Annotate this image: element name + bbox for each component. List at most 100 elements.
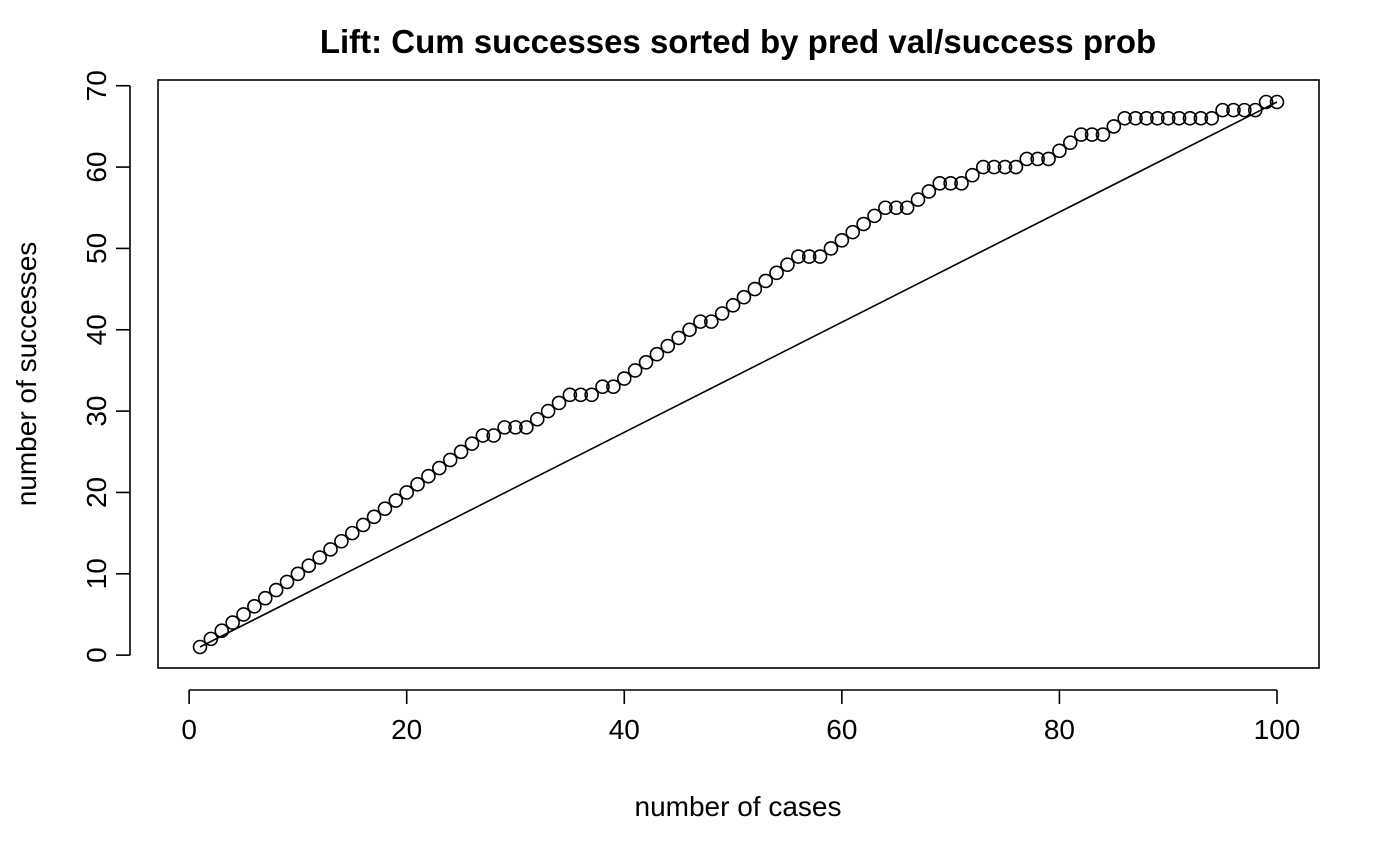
data-point — [1063, 135, 1078, 150]
data-point — [366, 509, 382, 525]
data-point — [410, 477, 425, 492]
plot-frame — [157, 79, 1320, 669]
data-point — [932, 176, 948, 191]
data-point — [225, 615, 240, 630]
data-point — [1008, 159, 1024, 175]
data-point — [399, 485, 414, 500]
data-point — [1258, 94, 1274, 110]
data-point — [584, 387, 599, 403]
data-point — [540, 403, 556, 419]
data-point — [595, 379, 610, 395]
y-tick-label: 60 — [81, 151, 112, 182]
data-point — [1226, 102, 1241, 118]
data-point — [660, 338, 676, 354]
data-point — [1041, 151, 1056, 167]
data-point — [899, 200, 915, 216]
data-point — [508, 420, 523, 435]
data-point — [1269, 94, 1285, 110]
data-point — [301, 558, 317, 573]
x-tick-label: 60 — [826, 714, 857, 745]
data-point — [1052, 143, 1067, 159]
data-point — [965, 167, 980, 183]
data-point — [464, 436, 480, 451]
y-axis-label: number of successes — [11, 242, 42, 507]
data-point — [616, 371, 632, 386]
x-tick-label: 0 — [181, 714, 197, 745]
data-point — [377, 501, 393, 517]
baseline-reference-line — [199, 101, 1278, 648]
data-point — [714, 306, 730, 321]
data-point — [519, 420, 534, 435]
data-point — [1160, 110, 1176, 126]
x-axis: 0 20 40 60 80 100 — [181, 689, 1301, 745]
data-point — [1193, 110, 1209, 126]
data-point — [1215, 102, 1230, 118]
data-point — [442, 452, 458, 468]
data-point — [627, 363, 643, 378]
data-point — [388, 493, 404, 508]
data-point — [1084, 127, 1100, 142]
data-point — [1128, 110, 1143, 126]
y-tick-label: 0 — [81, 647, 112, 663]
y-tick-label: 70 — [81, 70, 112, 101]
data-point — [954, 176, 969, 191]
data-point — [801, 249, 817, 264]
data-point — [812, 249, 828, 264]
data-point — [1030, 151, 1045, 167]
data-point — [943, 176, 958, 191]
data-point — [562, 387, 578, 403]
data-point — [192, 639, 208, 655]
data-point — [997, 159, 1013, 175]
data-points — [192, 94, 1285, 655]
data-point — [975, 159, 991, 175]
data-point — [453, 444, 469, 460]
x-tick-label: 100 — [1254, 714, 1301, 745]
data-point — [432, 460, 447, 476]
data-point — [693, 314, 708, 329]
y-tick-label: 30 — [81, 396, 112, 427]
x-tick-label: 40 — [609, 714, 640, 745]
data-point — [606, 379, 621, 395]
data-point — [791, 249, 806, 264]
data-point — [257, 590, 273, 606]
data-point — [268, 582, 284, 598]
data-point — [1204, 110, 1220, 126]
y-tick-label: 40 — [81, 314, 112, 345]
data-point — [1073, 127, 1089, 142]
data-point — [247, 599, 262, 614]
data-point — [1139, 110, 1154, 126]
data-point — [475, 428, 491, 443]
data-point — [823, 241, 839, 256]
data-point — [279, 574, 295, 590]
x-tick-label: 20 — [391, 714, 422, 745]
data-point — [203, 631, 219, 647]
data-point — [573, 387, 589, 403]
data-point — [910, 192, 926, 207]
x-tick-label: 80 — [1044, 714, 1075, 745]
data-point — [671, 330, 686, 346]
data-point — [1019, 151, 1035, 167]
data-point — [649, 346, 665, 362]
data-point — [1247, 102, 1263, 118]
data-point — [758, 273, 773, 289]
data-point — [747, 281, 763, 297]
data-point — [769, 265, 784, 281]
data-point — [1117, 110, 1132, 126]
data-point — [888, 200, 904, 216]
data-point — [1237, 102, 1252, 118]
y-axis: 0 10 20 30 40 50 60 70 — [81, 70, 131, 663]
data-point — [1171, 110, 1187, 126]
data-point — [878, 200, 893, 216]
y-tick-label: 10 — [81, 558, 112, 589]
data-point — [497, 420, 512, 435]
data-point — [1150, 110, 1165, 126]
data-point — [345, 525, 360, 541]
data-point — [236, 607, 251, 622]
y-tick-label: 20 — [81, 477, 112, 508]
data-point — [334, 533, 349, 549]
data-point — [736, 289, 752, 305]
data-point — [323, 542, 338, 557]
data-point — [725, 298, 741, 313]
data-point — [1106, 119, 1122, 134]
